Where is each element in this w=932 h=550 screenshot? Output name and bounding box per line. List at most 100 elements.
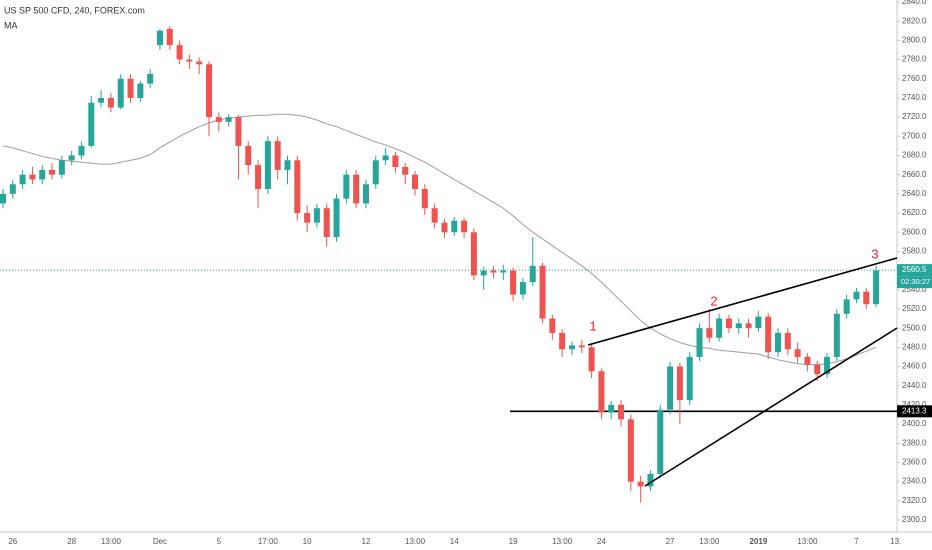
- candle-body: [9, 184, 16, 194]
- x-tick-label: 13:00: [552, 537, 573, 546]
- candle-body: [0, 193, 6, 204]
- candle-body: [804, 356, 811, 365]
- candle-body: [284, 160, 291, 170]
- candle-body: [706, 328, 713, 338]
- x-tick-label: 19: [509, 537, 518, 546]
- y-tick-label: 2320.0: [902, 496, 927, 505]
- y-tick-label: 2520.0: [902, 304, 927, 313]
- y-tick-label: 2740.0: [902, 93, 927, 102]
- candle-body: [824, 356, 831, 375]
- candle-body: [304, 213, 311, 223]
- candle-body: [755, 316, 762, 329]
- candle-body: [470, 232, 477, 276]
- candle-body: [647, 473, 654, 487]
- candle-body: [215, 117, 222, 122]
- candle-body: [431, 208, 438, 223]
- candle-body: [608, 404, 615, 413]
- candle-body: [814, 364, 821, 375]
- x-tick-label: Dec: [153, 537, 167, 546]
- chart-title: US SP 500 CFD, 240, FOREX.com: [4, 5, 145, 15]
- candle-body: [598, 371, 605, 413]
- plot: [0, 25, 897, 503]
- upper-trend-line: [587, 257, 898, 346]
- candle-body: [58, 160, 65, 175]
- x-tick-label: 13:00: [405, 537, 426, 546]
- support-price-box: [897, 405, 932, 418]
- candle-body: [618, 404, 625, 420]
- candle-body: [765, 316, 772, 353]
- candle-body: [725, 318, 732, 329]
- y-tick-label: 2700.0: [902, 131, 927, 140]
- candle-body: [49, 169, 56, 175]
- y-tick-label: 2840.0: [902, 0, 927, 6]
- y-tick-label: 2620.0: [902, 208, 927, 217]
- x-tick-label: 24: [597, 537, 606, 546]
- x-tick-label: 13:00: [699, 537, 720, 546]
- candle-body: [637, 481, 644, 487]
- candle-body: [39, 169, 46, 180]
- candle-body: [372, 160, 379, 185]
- candle-body: [166, 28, 173, 46]
- candle-body: [186, 59, 193, 62]
- y-tick-label: 2380.0: [902, 438, 927, 447]
- candle-body: [843, 299, 850, 314]
- candle-body: [441, 222, 448, 233]
- x-tick-label: 7: [854, 537, 859, 546]
- candle-body: [353, 174, 360, 204]
- candle-body: [402, 166, 409, 175]
- countdown-box: [897, 276, 932, 289]
- y-tick-label: 2660.0: [902, 170, 927, 179]
- x-tick-label: 2019: [749, 537, 767, 546]
- candle-body: [568, 345, 575, 350]
- candle-body: [480, 270, 487, 276]
- x-tick-label: 27: [666, 537, 675, 546]
- y-tick-label: 2480.0: [902, 342, 927, 351]
- y-tick-label: 2580.0: [902, 247, 927, 256]
- x-tick-label: 17:00: [258, 537, 279, 546]
- candle-body: [382, 155, 389, 161]
- candle-body: [225, 117, 232, 122]
- y-tick-label: 2500.0: [902, 323, 927, 332]
- y-tick-label: 2720.0: [902, 112, 927, 121]
- y-tick-label: 2800.0: [902, 35, 927, 44]
- candle-body: [657, 409, 664, 474]
- x-tick-label: 10: [303, 537, 312, 546]
- candle-body: [117, 78, 124, 108]
- candle-body: [500, 270, 507, 273]
- candle-body: [451, 220, 458, 233]
- candle-body: [137, 83, 144, 98]
- candle-body: [362, 184, 369, 204]
- candle-body: [206, 64, 213, 118]
- y-tick-label: 2400.0: [902, 419, 927, 428]
- candle-body: [412, 174, 419, 190]
- candle-body: [519, 282, 526, 295]
- candle-body: [127, 78, 134, 98]
- current-price-box: [897, 264, 932, 277]
- candle-body: [529, 265, 536, 283]
- candle-body: [235, 117, 242, 146]
- support-price-label: 2413.3: [902, 406, 927, 415]
- y-tick-label: 2460.0: [902, 362, 927, 371]
- y-tick-label: 2420.0: [902, 400, 927, 409]
- candle-body: [421, 189, 428, 209]
- candle-body: [245, 145, 252, 166]
- y-tick-label: 2760.0: [902, 74, 927, 83]
- candle-body: [19, 174, 26, 185]
- candle-body: [863, 291, 870, 305]
- wave-label: 3: [871, 246, 878, 261]
- candle-body: [343, 174, 350, 199]
- candle-body: [853, 291, 860, 300]
- y-tick-label: 2360.0: [902, 458, 927, 467]
- y-tick-label: 2540.0: [902, 285, 927, 294]
- y-tick-label: 2820.0: [902, 16, 927, 25]
- candle-body: [313, 208, 320, 223]
- candle-body: [68, 155, 75, 161]
- y-tick-label: 2600.0: [902, 227, 927, 236]
- moving-average: [2, 113, 877, 366]
- candle-body: [794, 349, 801, 357]
- x-tick-label: 12: [362, 537, 371, 546]
- y-tick-label: 2640.0: [902, 189, 927, 198]
